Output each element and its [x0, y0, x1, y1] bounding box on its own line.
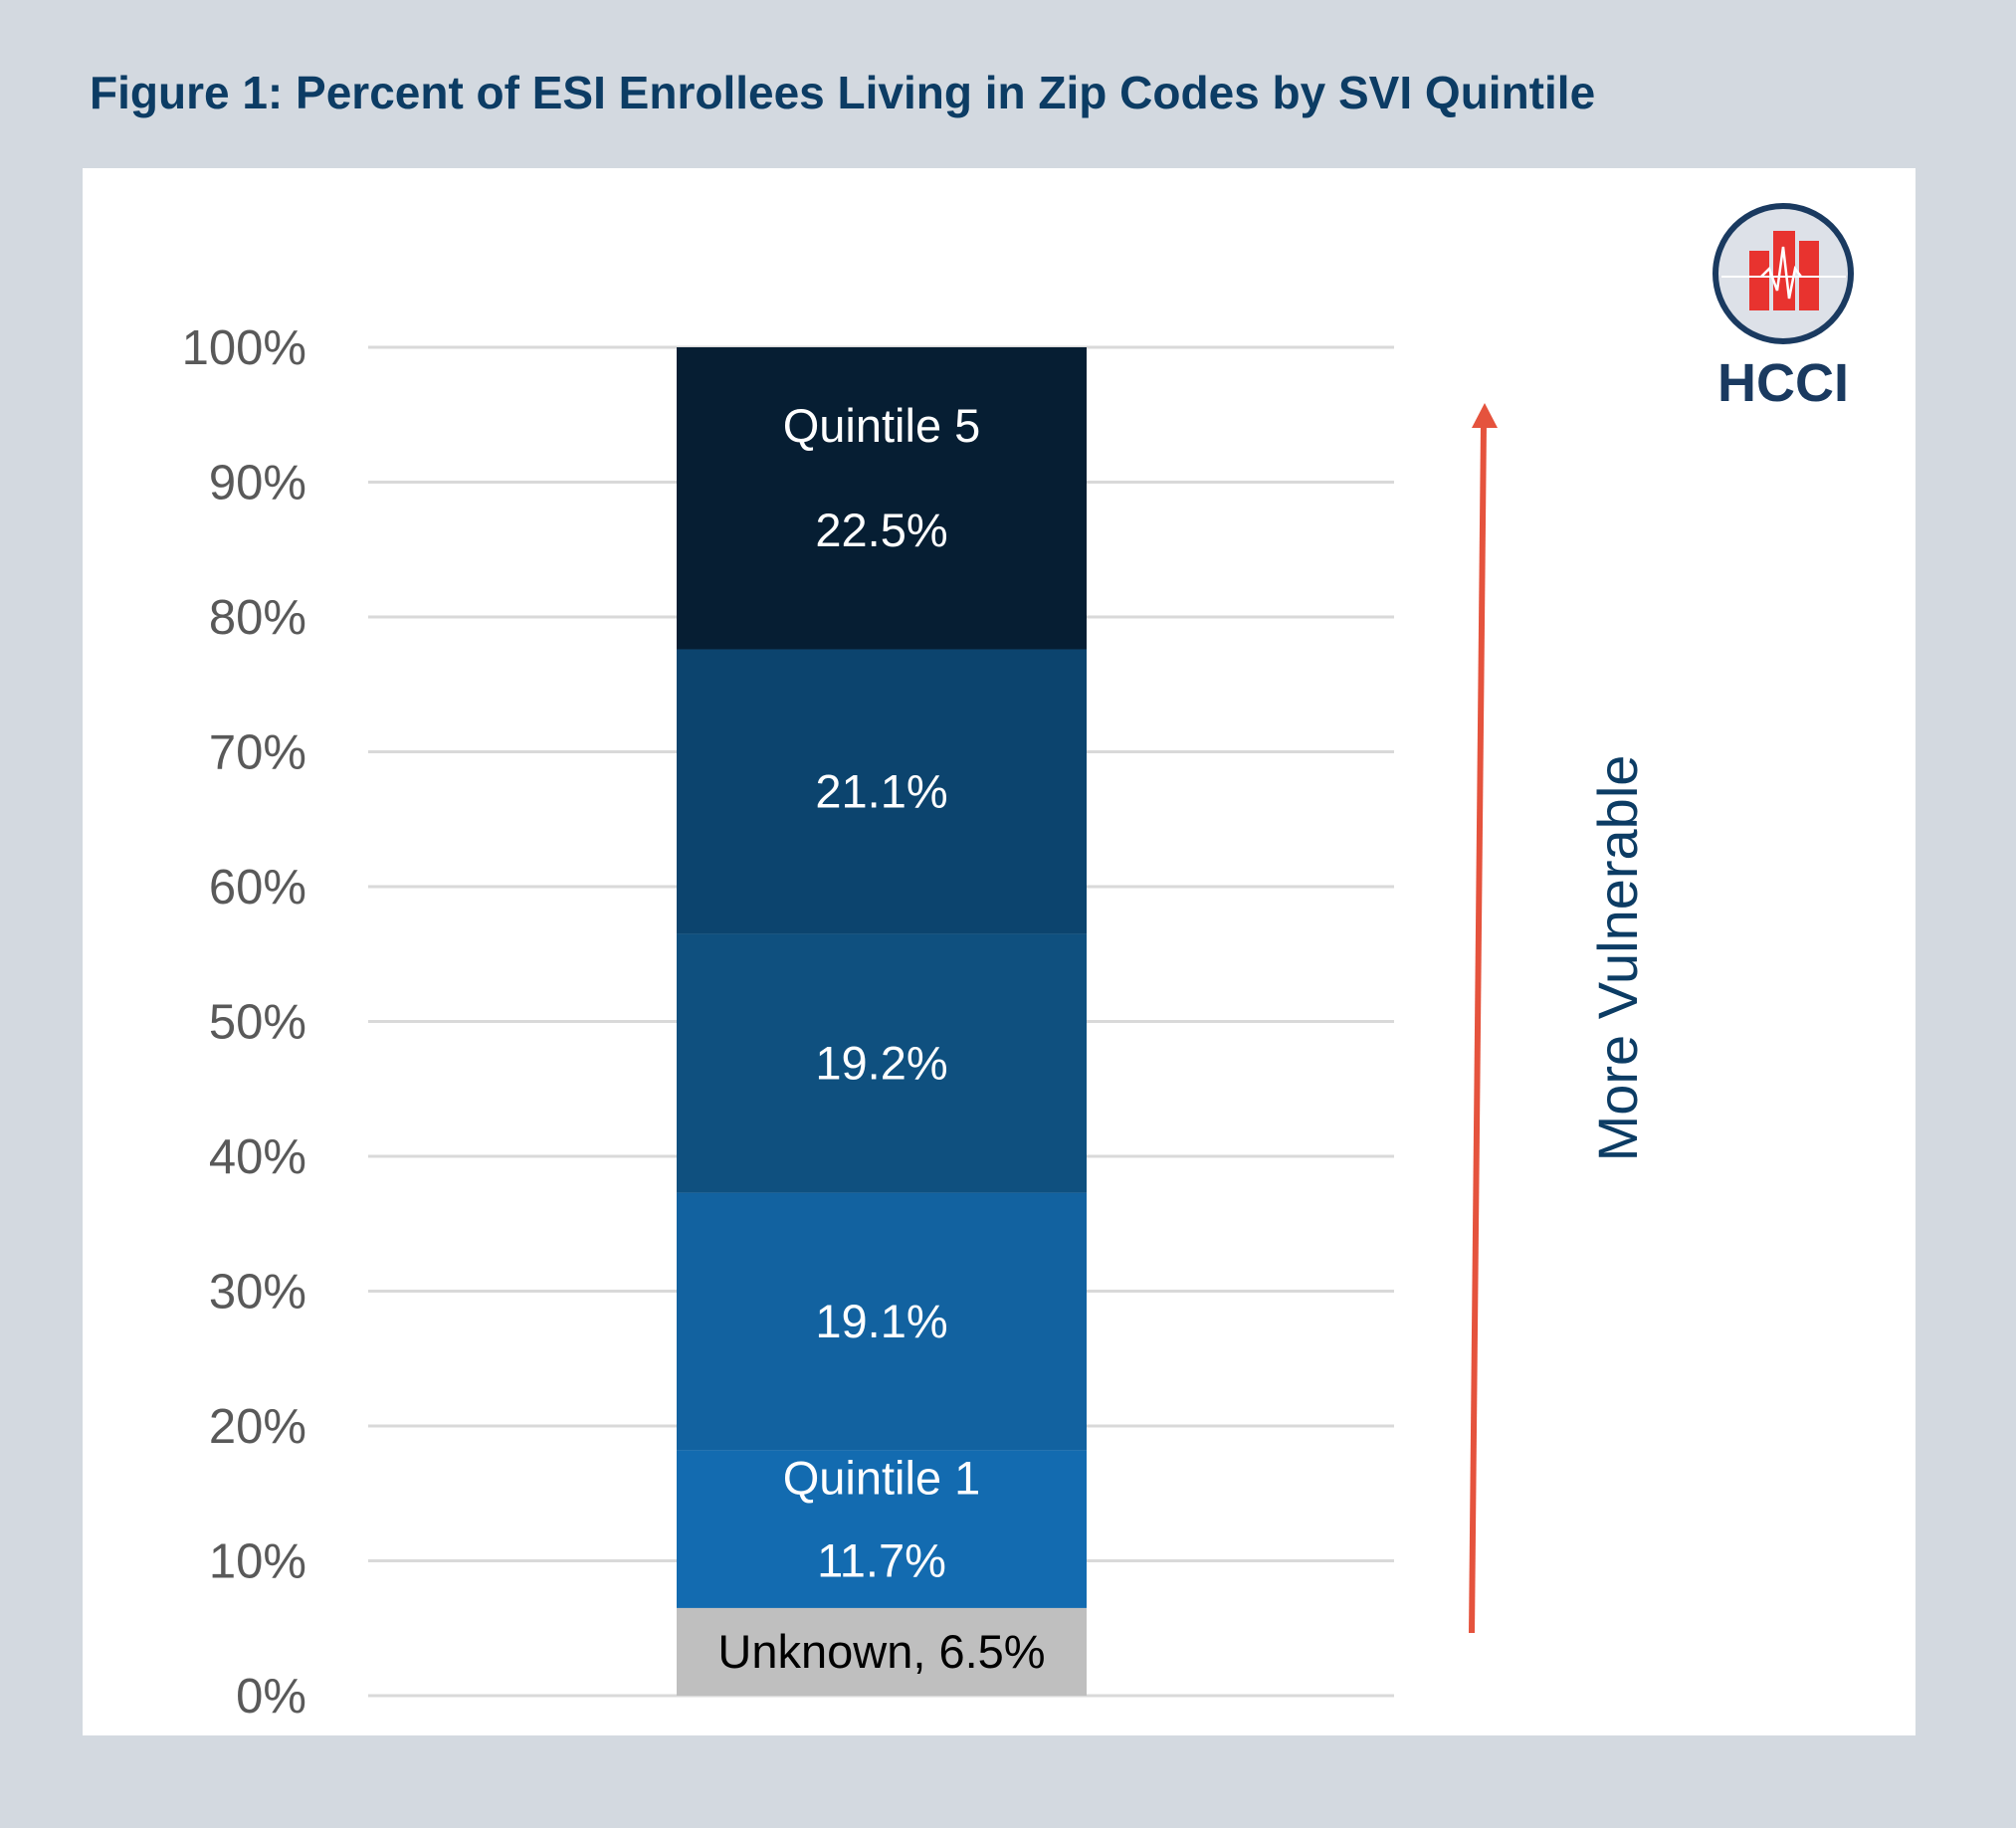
- y-tick-label: 60%: [209, 861, 306, 914]
- annotation-label: More Vulnerable: [1586, 755, 1649, 1162]
- y-tick-label: 20%: [209, 1400, 306, 1454]
- segment-category-label: Quintile 1: [783, 1452, 981, 1505]
- y-tick-label: 40%: [209, 1130, 306, 1184]
- y-tick-label: 100%: [182, 321, 306, 375]
- bar-segment-quintile-3: [677, 933, 1087, 1193]
- bar-segment-quintile-5: [677, 347, 1087, 650]
- figure-title: Figure 1: Percent of ESI Enrollees Livin…: [90, 67, 1596, 118]
- data-label: Unknown, 6.5%: [717, 1625, 1045, 1678]
- bar-segment-unknown: [677, 1607, 1087, 1696]
- bar-segments: [677, 347, 1087, 1696]
- data-label: 21.1%: [815, 764, 947, 817]
- data-label: 19.1%: [815, 1295, 947, 1347]
- data-label: 11.7%: [817, 1534, 946, 1587]
- data-labels: Unknown, 6.5% Quintile 1 11.7% 19.1% 19.2% 21…: [717, 399, 1045, 1678]
- bar-segment-quintile-4: [677, 649, 1087, 934]
- y-tick-label: 50%: [209, 996, 306, 1050]
- y-tick-label: 80%: [209, 591, 306, 645]
- arrow-head-icon: [1472, 403, 1498, 428]
- bar-segment-quintile-2: [677, 1192, 1087, 1451]
- y-axis-ticks: 0% 10% 20% 30% 40% 50% 60% 70% 80% 90% 100%: [182, 321, 306, 1724]
- arrow-line: [1469, 422, 1487, 1634]
- data-label: 22.5%: [815, 504, 947, 556]
- arrow-annotation: More Vulnerable: [1469, 403, 1649, 1634]
- segment-category-label: Quintile 5: [783, 399, 981, 452]
- y-tick-label: 70%: [209, 726, 306, 780]
- hcci-logo: HCCI: [1713, 203, 1854, 413]
- y-tick-label: 30%: [209, 1266, 306, 1320]
- y-tick-label: 90%: [209, 457, 306, 510]
- y-tick-label: 0%: [236, 1670, 306, 1724]
- y-tick-label: 10%: [209, 1535, 306, 1589]
- logo-text: HCCI: [1717, 353, 1849, 413]
- bar-segment-quintile-1: [677, 1450, 1087, 1608]
- data-label: 19.2%: [815, 1037, 947, 1090]
